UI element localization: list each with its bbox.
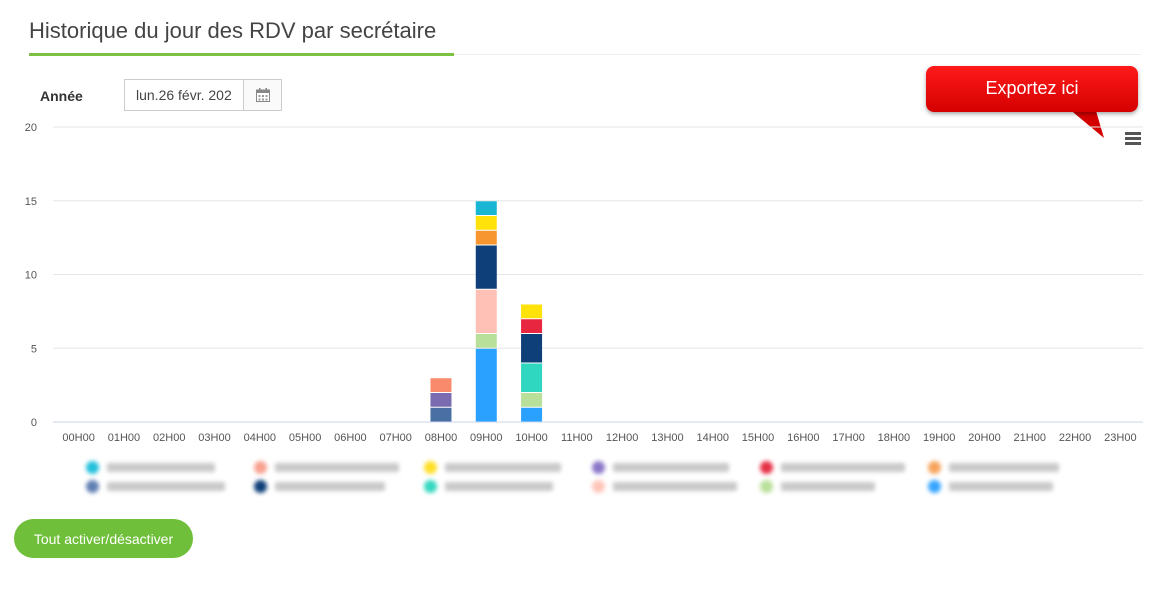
x-tick-label: 06H00 [334,432,366,444]
x-tick-label: 07H00 [379,432,411,444]
bar-segment [475,289,497,333]
legend-label-redacted [781,462,905,472]
hamburger-menu-icon [1125,132,1141,135]
bar-segment [521,304,543,319]
legend-marker [424,479,437,493]
title-bar: Historique du jour des RDV par secrétair… [29,14,1141,56]
y-tick-label: 15 [25,196,37,208]
x-tick-label: 21H00 [1014,432,1046,444]
bar-segment [475,230,497,245]
legend-marker [86,460,99,474]
legend-label-redacted [445,481,553,491]
x-tick-label: 03H00 [198,432,230,444]
x-tick-label: 17H00 [832,432,864,444]
legend-marker [928,460,941,474]
legend-label-redacted [445,462,561,472]
x-tick-label: 12H00 [606,432,638,444]
y-tick-label: 0 [31,417,37,429]
legend-label-redacted [107,462,215,472]
bar-segment [430,393,452,407]
y-tick-label: 20 [25,122,37,134]
y-tick-label: 10 [25,270,37,282]
bar-segment [475,348,497,422]
legend-label-redacted [613,481,737,491]
x-tick-label: 16H00 [787,432,819,444]
legend-item[interactable] [86,478,225,494]
legend-item[interactable] [928,459,1059,475]
legend-marker [424,460,437,474]
toggle-all-button[interactable]: Tout activer/désactiver [14,519,193,558]
year-label: Année [40,88,83,104]
bar-segment [475,334,497,348]
legend-marker [760,460,773,474]
legend-item[interactable] [254,459,399,475]
x-tick-label: 15H00 [742,432,774,444]
x-tick-label: 22H00 [1059,432,1091,444]
x-tick-label: 14H00 [697,432,729,444]
x-tick-label: 02H00 [153,432,185,444]
x-tick-label: 00H00 [62,432,94,444]
legend-item[interactable] [592,459,729,475]
calendar-icon [255,88,270,102]
legend-item[interactable] [928,478,1053,494]
date-picker [124,79,282,111]
legend-item[interactable] [592,478,737,494]
bar-segment [430,378,452,392]
bar-segment [521,407,543,422]
bar-segment [521,393,543,407]
y-tick-label: 5 [31,343,37,355]
x-tick-label: 23H00 [1104,432,1136,444]
legend-label-redacted [781,481,875,491]
legend-marker [760,479,773,493]
legend-label-redacted [613,462,729,472]
bar-segment [521,319,543,333]
x-tick-label: 09H00 [470,432,502,444]
x-tick-label: 13H00 [651,432,683,444]
legend-marker [86,479,99,493]
legend-label-redacted [949,481,1053,491]
x-tick-label: 19H00 [923,432,955,444]
legend-item[interactable] [254,478,385,494]
stacked-bar-chart: 0 5 10 15 20 00H00 01H00 02H00 03H00 04H00 05H00 06… [25,122,1143,444]
bar-segment [475,245,497,289]
x-tick-label: 10H00 [515,432,547,444]
x-tick-label: 20H00 [968,432,1000,444]
legend-item[interactable] [760,478,875,494]
legend-marker [254,479,267,493]
x-tick-label: 01H00 [108,432,140,444]
legend-label-redacted [949,462,1059,472]
bar-segment [475,201,497,215]
legend-item[interactable] [760,459,905,475]
bar-segment [430,407,452,422]
x-tick-label: 18H00 [878,432,910,444]
legend-marker [928,479,941,493]
title-underline [29,53,454,56]
x-tick-label: 05H00 [289,432,321,444]
legend-item[interactable] [86,459,215,475]
bar-segment [475,216,497,230]
legend-item[interactable] [424,478,553,494]
legend-label-redacted [275,462,399,472]
date-input[interactable] [125,80,243,110]
legend-label-redacted [107,481,225,491]
legend-marker [592,460,605,474]
legend-label-redacted [275,481,385,491]
legend-item[interactable] [424,459,561,475]
bar-segment [521,334,543,363]
export-callout: Exportez ici [926,66,1138,112]
legend-marker [592,479,605,493]
x-tick-label: 04H00 [244,432,276,444]
export-menu-button[interactable] [1123,130,1143,148]
legend-marker [254,460,267,474]
x-tick-label: 08H00 [425,432,457,444]
x-tick-label: 11H00 [561,432,593,444]
calendar-button[interactable] [243,80,281,110]
page-title: Historique du jour des RDV par secrétair… [29,18,437,43]
bar-segment [521,363,543,392]
